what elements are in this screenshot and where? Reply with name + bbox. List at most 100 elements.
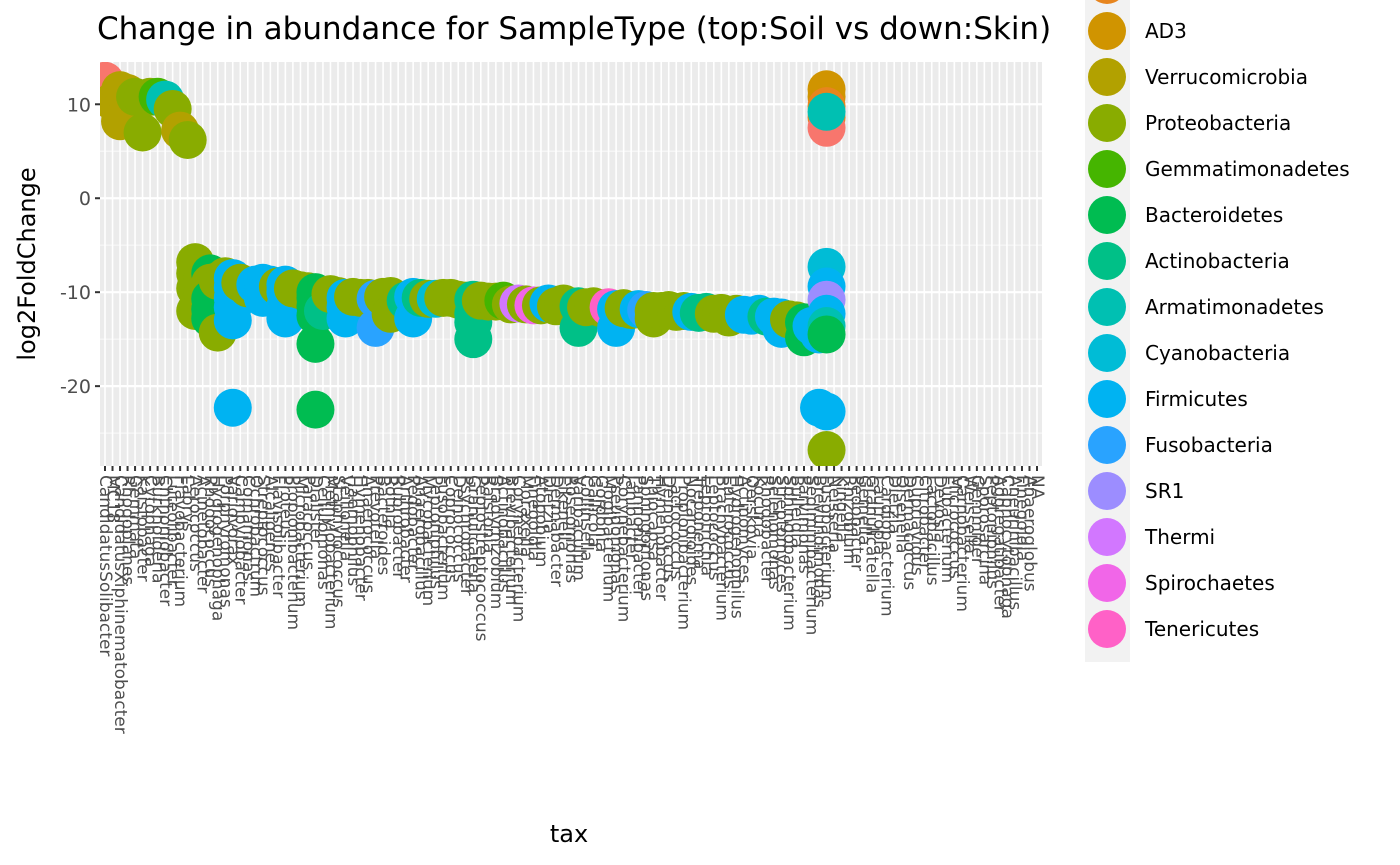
x-tick-label: Staphylococcus xyxy=(328,475,348,608)
data-point xyxy=(296,390,335,429)
x-tick-label: Kaistobacter xyxy=(133,475,153,582)
x-tick-label: Dermabacter xyxy=(546,475,566,587)
x-tick-label: Finegoldia xyxy=(1012,475,1032,561)
x-tick-label: Roseomonas xyxy=(561,475,581,583)
x-tick-label: Paracoccus xyxy=(298,475,318,571)
legend-swatch xyxy=(1088,380,1126,418)
legend-swatch xyxy=(1088,472,1126,510)
legend-label: Cyanobacteria xyxy=(1145,341,1290,365)
y-tick-label: -10 xyxy=(60,282,91,304)
x-tick-label: Campylobacter xyxy=(230,475,250,605)
x-tick-label: Aggregatibacter xyxy=(989,475,1009,613)
legend-label: Spirochaetes xyxy=(1145,571,1275,595)
legend-swatch xyxy=(1088,426,1126,464)
x-tick-label: Dermacoccus xyxy=(899,475,919,590)
x-tick-label: Granulicatella xyxy=(862,475,882,593)
x-tick-label: Alcaligenes xyxy=(260,475,280,572)
x-tick-label: Micrococcus xyxy=(944,475,964,579)
x-tick-label: Fusobacterium xyxy=(433,475,453,601)
x-tick-label: Fusobacterium xyxy=(817,475,837,601)
x-tick-label: Cellulomonas xyxy=(313,475,333,590)
x-tick-label: Dietzia xyxy=(884,475,904,534)
x-tick-label: Treponema xyxy=(689,474,709,569)
x-tick-label: Bradyrhizobium xyxy=(486,475,506,609)
x-tick-label: Luteolibacter xyxy=(163,475,183,587)
legend-label: AD3 xyxy=(1145,19,1187,43)
x-tick-label: Parvimonas xyxy=(794,475,814,574)
x-tick-label: Propionibacterium xyxy=(674,475,694,630)
x-tick-label: Rhodococcus xyxy=(200,475,220,587)
x-tick-label: Kocuria xyxy=(749,475,769,538)
x-tick-label: Prevotella xyxy=(366,475,386,559)
x-tick-label: Arthrobacter xyxy=(396,475,416,583)
x-tick-label: Variovorax xyxy=(223,475,243,566)
x-tick-label: Finegoldia xyxy=(523,475,543,561)
legend-label: Gemmatimonadetes xyxy=(1145,157,1350,181)
x-tick-label: Kingella xyxy=(832,475,852,543)
x-tick-label: Coprococcus xyxy=(441,475,461,583)
x-tick-label: Corynebacterium xyxy=(614,475,634,622)
legend-swatch xyxy=(1088,242,1126,280)
x-tick-label: Sphingobacterium xyxy=(779,475,799,631)
x-tick-label: Comamonas xyxy=(238,475,258,581)
x-tick-label: Leptotrichia xyxy=(696,475,716,576)
x-tick-label: Microbacterium xyxy=(290,475,310,607)
x-tick-label: Acinetobacter xyxy=(193,475,213,593)
legend: AcidobacteriaPlanctomycetesAD3Verrucomic… xyxy=(1085,0,1350,662)
x-tick-label: Ralstonia xyxy=(478,475,498,553)
x-tick-label: Bulleidia xyxy=(786,475,806,548)
x-tick-label: Sediminibacterium xyxy=(802,475,822,635)
x-tick-label: Rothia xyxy=(381,475,401,529)
x-tick-label: Hymenobacter xyxy=(351,475,371,601)
legend-label: Verrucomicrobia xyxy=(1145,65,1308,89)
x-tick-label: Flavisolibacter xyxy=(268,475,288,598)
x-axis-title: tax xyxy=(550,820,588,848)
x-tick-label: Streptomyces xyxy=(771,475,791,593)
data-point xyxy=(454,320,493,359)
x-tick-label: Lactococcus xyxy=(666,475,686,580)
legend-swatch xyxy=(1088,288,1126,326)
x-tick-label: Pedobacter xyxy=(403,475,423,571)
x-tick-label: Rhodobacter xyxy=(756,475,776,584)
x-tick-label: Sphingomonas xyxy=(636,475,656,601)
x-tick-label: Gordonia xyxy=(591,475,611,552)
y-axis: 10 0 -10 -20 xyxy=(60,94,100,398)
legend-label: Bacteroidetes xyxy=(1145,203,1283,227)
x-tick-label: Corynebacterium xyxy=(508,475,528,622)
legend-label: Tenericutes xyxy=(1144,617,1259,641)
legend-label: Actinobacteria xyxy=(1145,249,1290,273)
x-tick-label: Streptococcus xyxy=(253,475,273,596)
x-tick-label: Porphyromonas xyxy=(215,475,235,608)
x-tick-label: Flavobacterium xyxy=(170,475,190,607)
x-tick-label: Olsenella xyxy=(892,475,912,554)
x-tick-label: Pedobacter xyxy=(847,475,867,571)
x-tick-label: Atopobium xyxy=(531,475,551,567)
x-tick-label: Gemmiger xyxy=(967,475,987,565)
data-point xyxy=(807,392,846,431)
x-tick-label: Leptococcus xyxy=(704,475,724,581)
x-tick-label: Capnocytophaga xyxy=(997,475,1017,619)
legend-swatch xyxy=(1088,518,1126,556)
x-tick-label: Brachybacterium xyxy=(711,475,731,621)
x-tick-label: Labrys xyxy=(178,475,198,532)
x-tick-label: Gallicola xyxy=(584,475,604,548)
x-tick-label: Gemmata xyxy=(125,475,145,559)
legend-swatch xyxy=(1088,610,1126,648)
x-tick-label: Deinococcus xyxy=(659,475,679,583)
chart-title: Change in abundance for SampleType (top:… xyxy=(97,11,1051,47)
x-tick-label: Lactobacillus xyxy=(922,475,942,586)
data-point xyxy=(266,299,305,338)
x-tick-label: Citrobacter xyxy=(914,475,934,570)
x-tick-label: Anaerobacillus xyxy=(411,475,431,600)
x-tick-label: Enterococcus xyxy=(719,475,739,589)
x-tick-label: Proteus xyxy=(275,475,295,539)
legend-label: SR1 xyxy=(1145,479,1184,503)
x-tick-label: Oerskovia xyxy=(741,475,761,560)
data-point xyxy=(296,324,335,363)
legend-label: Thermi xyxy=(1144,525,1215,549)
x-tick-label: Dietzia xyxy=(538,475,558,534)
x-tick-label: Anaeroglobus xyxy=(1019,475,1039,592)
x-tick-label: Thiocapsa xyxy=(644,474,664,561)
x-tick-label: Dialister xyxy=(305,475,325,546)
x-tick-label: Peptoniphilus xyxy=(426,475,446,589)
